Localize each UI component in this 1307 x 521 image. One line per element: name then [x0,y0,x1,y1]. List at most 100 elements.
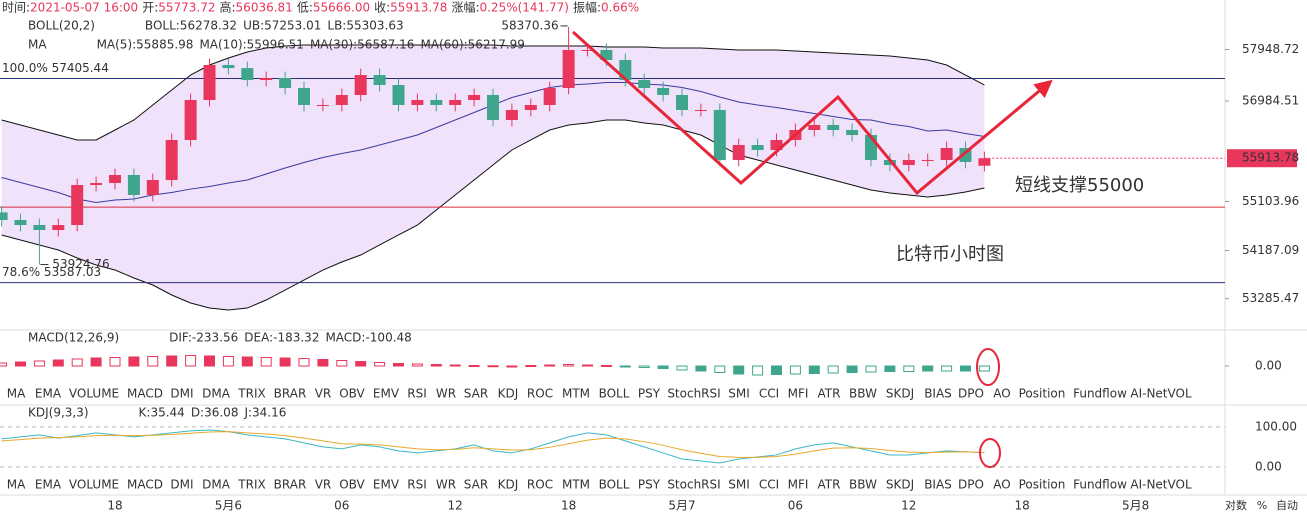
indicator-tab[interactable]: SKDJ [886,387,914,401]
indicator-tab[interactable]: VOLUME [69,478,119,492]
indicator-tab[interactable]: Position [1019,478,1066,492]
indicator-tab[interactable]: WR [436,387,456,401]
indicator-tab[interactable]: BOLL [599,478,630,492]
indicator-tab[interactable]: SKDJ [886,478,914,492]
indicator-tab[interactable]: DMA [202,387,231,401]
indicator-tab[interactable]: ATR [818,387,841,401]
macd-bar [355,361,367,367]
macd-bar [317,359,329,367]
indicator-tab[interactable]: BBW [849,478,877,492]
indicator-tab[interactable]: RSI [407,387,427,401]
indicator-tab[interactable]: PSY [638,387,661,401]
time-label: 18 [1015,499,1030,513]
indicator-tab[interactable]: CCI [759,387,779,401]
indicator-tab[interactable]: BIAS [924,478,952,492]
indicator-tab[interactable]: BIAS [924,387,952,401]
indicator-tab[interactable]: Fundflow [1073,478,1127,492]
indicator-tab[interactable]: MFI [788,387,809,401]
indicator-tab[interactable]: VR [315,478,332,492]
indicator-tab[interactable]: SAR [464,478,488,492]
indicator-title: KDJ(9,3,3) [28,406,89,420]
indicator-value: MA(5):55885.98 [97,38,194,52]
indicator-tab[interactable]: MTM [562,478,590,492]
indicator-tab[interactable]: Position [1019,387,1066,401]
indicator-tab[interactable]: WR [436,478,456,492]
macd-bar [960,365,971,372]
indicator-tab[interactable]: StochRSI [667,387,720,401]
candle-body [732,145,745,160]
indicator-tab[interactable]: AO [993,387,1010,401]
indicator-tab[interactable]: DMI [170,478,193,492]
indicator-tab[interactable]: Fundflow [1073,387,1127,401]
macd-bar [52,359,64,367]
indicator-tab[interactable]: ROC [527,478,553,492]
indicator-tab[interactable]: EMV [373,478,400,492]
candle-body [392,84,405,105]
kdj-tick-label: 0.00 [1255,459,1282,473]
indicator-tab[interactable]: SMI [728,478,750,492]
indicator-tab[interactable]: MACD [127,387,163,401]
indicator-tab[interactable]: SAR [464,387,488,401]
indicator-tab[interactable]: ROC [527,387,553,401]
macd-bar [298,358,310,367]
indicator-tab[interactable]: BBW [849,387,877,401]
indicator-tab[interactable]: KDJ [498,387,519,401]
macd-bar [166,355,178,367]
scale-button[interactable]: % [1257,499,1267,512]
indicator-title: BOLL(20,2) [28,19,95,33]
indicator-tab[interactable]: VR [315,387,332,401]
macd-bar [393,363,404,367]
indicator-value: DEA:-183.32 [244,331,319,345]
candle-body [751,145,764,150]
indicator-tab[interactable]: AO [993,478,1010,492]
indicator-tab[interactable]: DPO [958,478,984,492]
indicator-tab[interactable]: DPO [958,387,984,401]
indicator-tab[interactable]: BRAR [274,387,307,401]
indicator-tab[interactable]: RSI [407,478,427,492]
scale-button[interactable]: 对数 [1225,498,1247,512]
indicator-tab[interactable]: StochRSI [667,478,720,492]
macd-bar [903,365,915,372]
indicator-tab[interactable]: TRIX [237,478,265,492]
indicator-tab[interactable]: EMV [373,387,400,401]
bollinger-upper [1,44,985,141]
indicator-tab[interactable]: BRAR [274,478,307,492]
indicator-tab[interactable]: DMI [170,387,193,401]
indicator-tab[interactable]: BOLL [599,387,630,401]
indicator-tab[interactable]: EMA [35,387,62,401]
indicator-tab[interactable]: CCI [759,478,779,492]
indicator-tab[interactable]: MFI [788,478,809,492]
indicator-tab[interactable]: SMI [728,387,750,401]
candle-body [921,159,934,161]
bollinger-lower [1,119,985,311]
indicator-tab[interactable]: MA [7,387,26,401]
fib-level-label: 100.0% 57405.44 [2,61,109,75]
indicator-tab[interactable]: MACD [127,478,163,492]
candle-body [33,225,46,230]
indicator-tab[interactable]: PSY [638,478,661,492]
candle-body [827,124,840,130]
candle-body [165,139,178,181]
candle-body [487,94,499,121]
candle-body [770,139,783,150]
indicator-tab[interactable]: ATR [818,478,841,492]
indicator-value: LB:55303.63 [327,19,403,33]
indicator-tab[interactable]: MTM [562,387,590,401]
indicator-tab[interactable]: OBV [339,387,365,401]
indicator-tab[interactable]: TRIX [237,387,265,401]
indicator-tab[interactable]: MA [7,478,26,492]
indicator-tab[interactable]: OBV [339,478,365,492]
indicator-value: BOLL:56278.32 [145,19,237,33]
indicator-tab[interactable]: DMA [202,478,231,492]
indicator-tab[interactable]: AI-NetVOL [1130,478,1192,492]
indicator-tab[interactable]: AI-NetVOL [1130,387,1192,401]
indicator-value: D:36.08 [191,406,239,420]
header-value: 2021-05-07 16:00 [30,1,138,15]
macd-bar [846,365,858,373]
macd-bar [128,356,140,367]
indicator-tab[interactable]: VOLUME [69,387,119,401]
indicator-tab[interactable]: KDJ [498,478,519,492]
scale-button[interactable]: 自动 [1276,499,1298,512]
indicator-tab[interactable]: EMA [35,478,62,492]
kdj-tick-label: 100.00 [1255,419,1297,433]
